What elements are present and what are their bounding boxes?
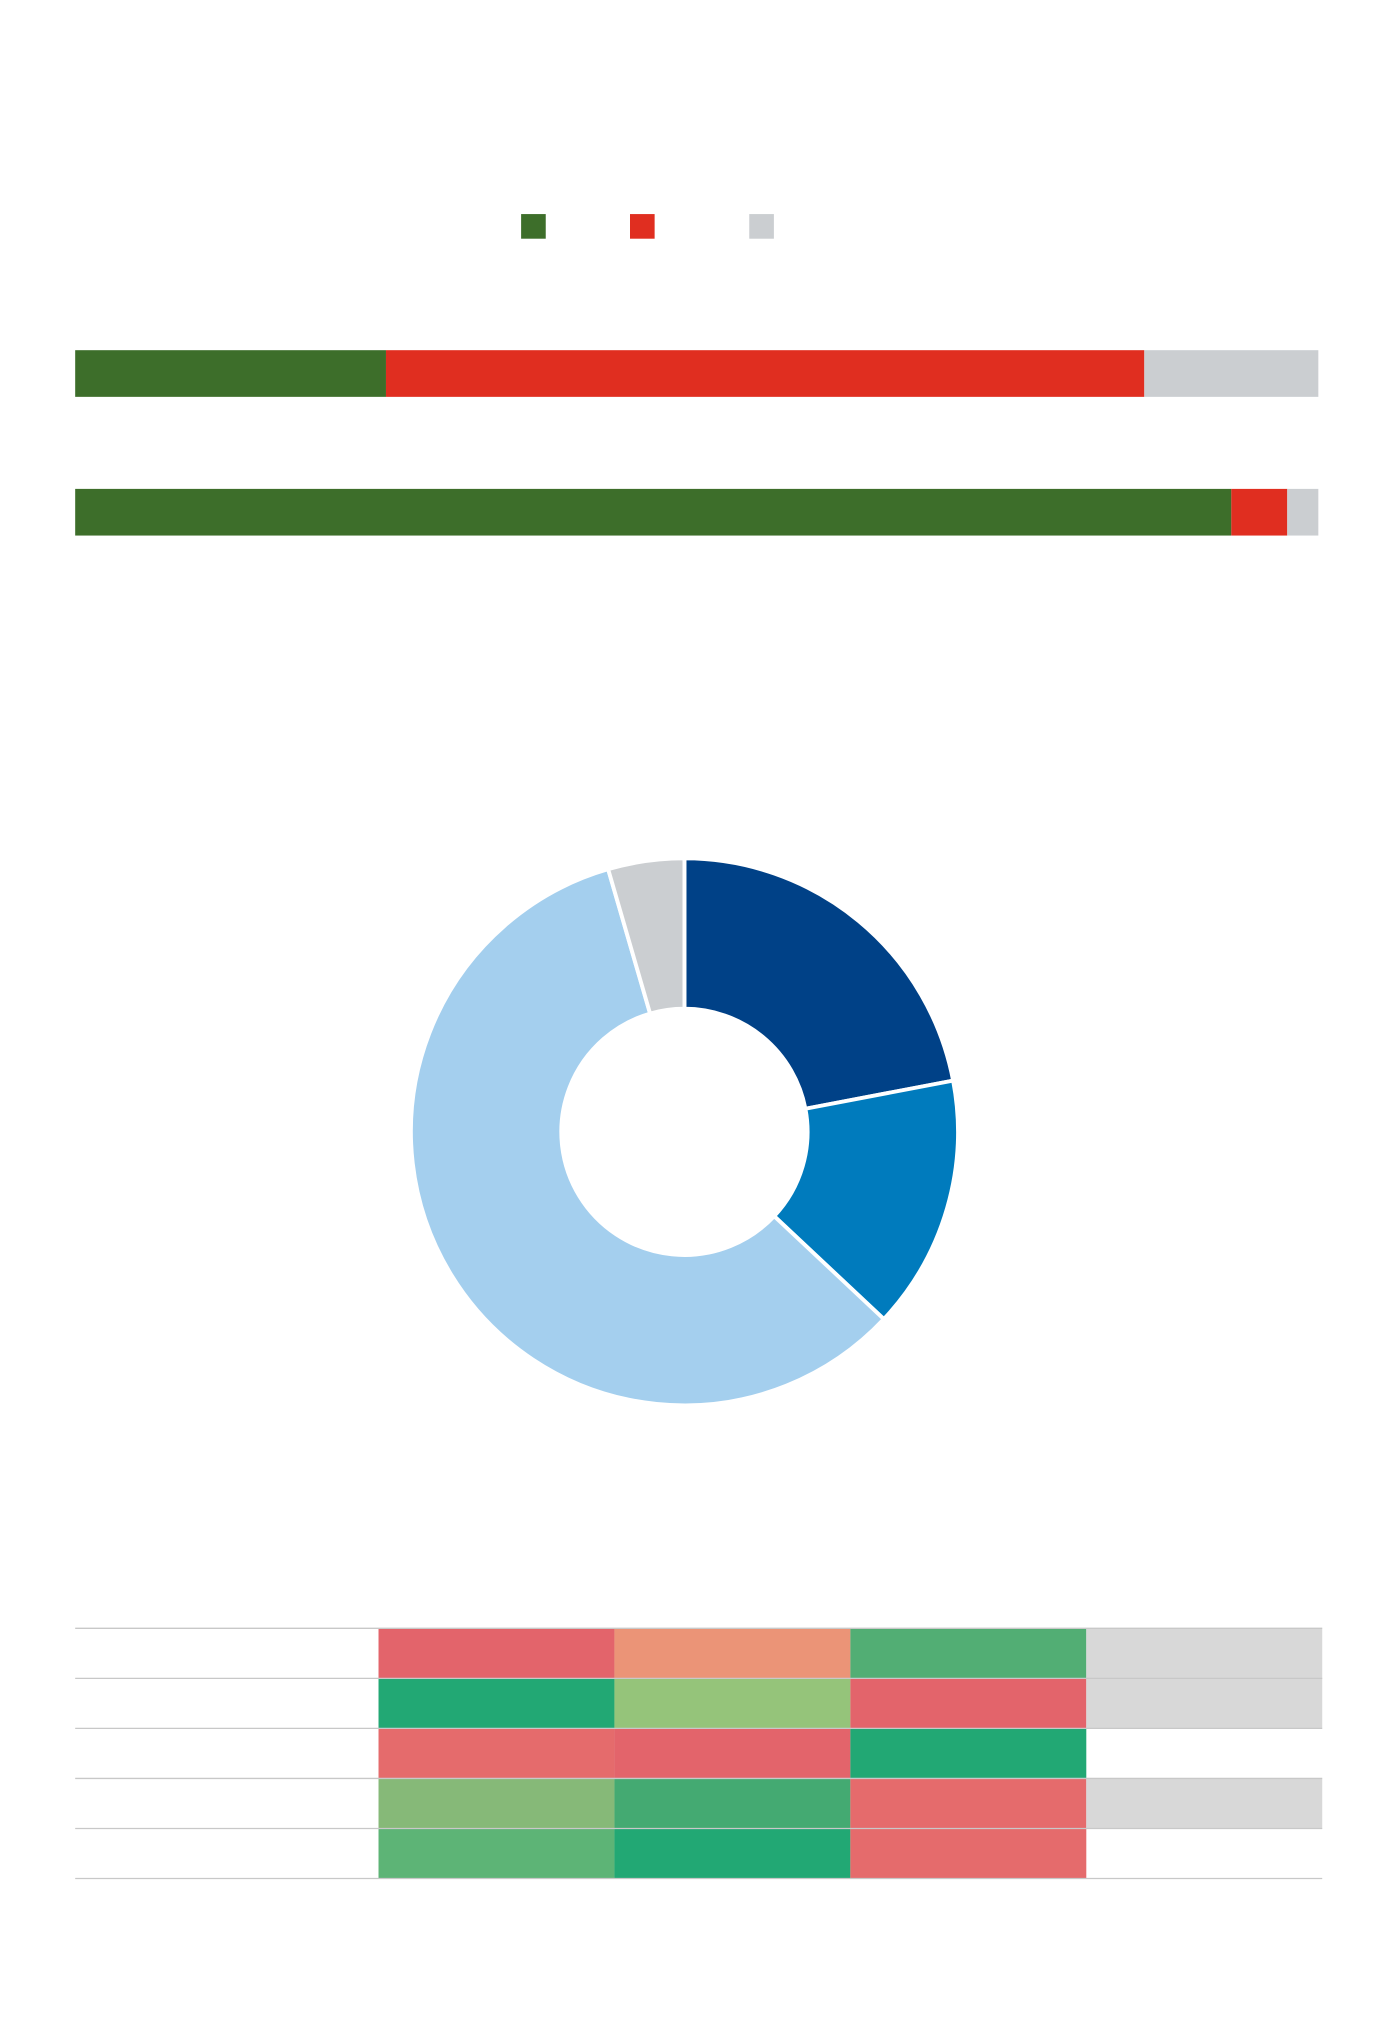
table-cell — [378, 1778, 615, 1829]
bar-segment — [75, 488, 1232, 536]
bar-segment — [1231, 488, 1288, 536]
table-cell — [378, 1828, 615, 1879]
table-cell — [850, 1828, 1087, 1879]
table-cell — [378, 1628, 615, 1679]
table-cell — [1086, 1678, 1323, 1729]
bar-segment — [1287, 488, 1319, 536]
donut-slice — [605, 856, 687, 1017]
table-cell — [614, 1678, 851, 1729]
legend-swatch — [749, 214, 774, 239]
table-cell — [614, 1628, 851, 1679]
table-cell — [850, 1728, 1087, 1779]
legend-swatch — [521, 214, 546, 239]
table-cell — [1086, 1628, 1323, 1679]
bar-segment — [385, 350, 1145, 397]
donut-slice — [682, 856, 956, 1112]
table-cell — [378, 1728, 615, 1779]
legend-swatch — [630, 214, 655, 239]
table-cell — [850, 1628, 1087, 1679]
table-cell — [614, 1728, 851, 1779]
bar-segment — [1144, 350, 1319, 397]
donut-slice — [409, 866, 887, 1408]
table-cell — [1086, 1778, 1323, 1829]
table-cell — [378, 1678, 615, 1729]
bar-segment — [75, 350, 386, 397]
table-cell — [614, 1778, 851, 1829]
donut-slice — [771, 1078, 960, 1322]
table-cell — [850, 1778, 1087, 1829]
table-cell — [614, 1828, 851, 1879]
table-cell — [850, 1678, 1087, 1729]
